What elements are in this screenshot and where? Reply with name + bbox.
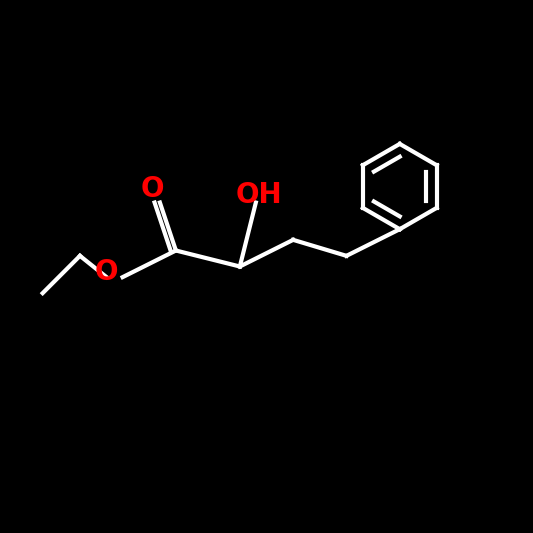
Text: O: O	[95, 258, 118, 286]
Text: O: O	[140, 175, 164, 203]
Text: OH: OH	[235, 181, 282, 208]
